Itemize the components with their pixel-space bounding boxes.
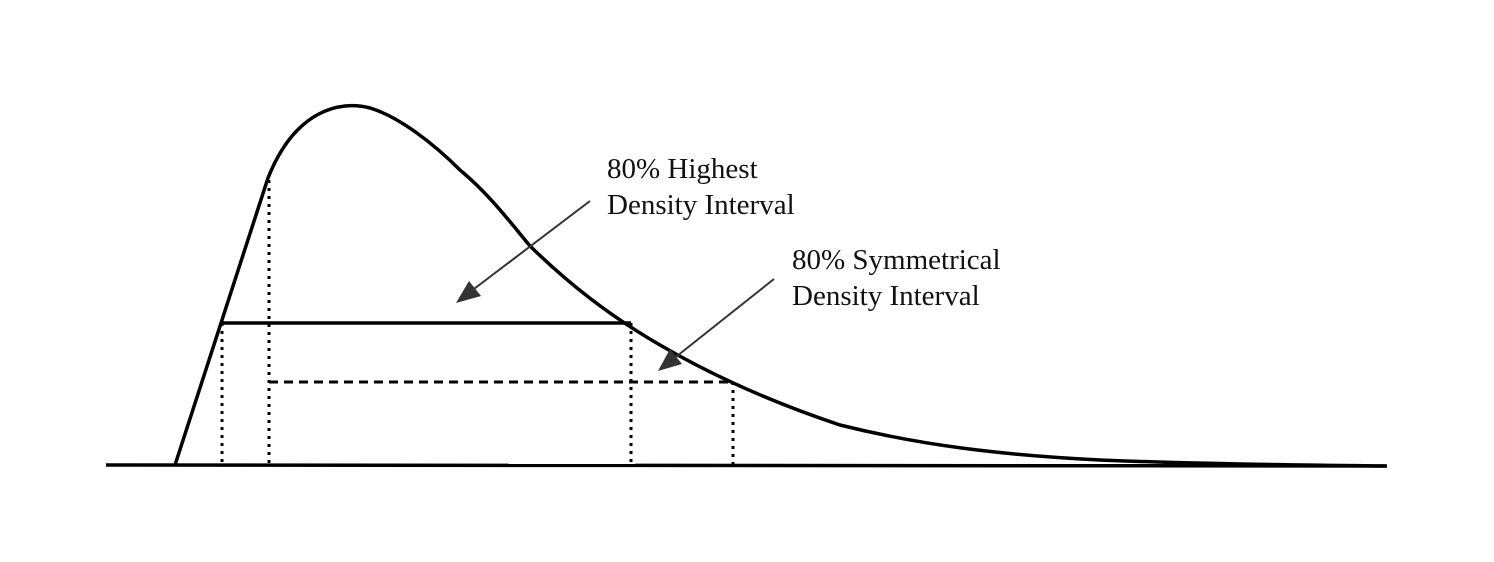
- symmetric-arrow: [658, 278, 775, 371]
- baseline-axis: [105, 463, 1388, 468]
- symmetric-label-line2: Density Interval: [792, 280, 980, 312]
- hdi-arrow: [456, 200, 591, 303]
- symmetric-label-line1: 80% Symmetrical: [792, 244, 1001, 276]
- hdi-label-line2: Density Interval: [607, 189, 795, 221]
- density-curve: [173, 103, 1386, 468]
- hdi-label-line1: 80% Highest: [607, 153, 758, 185]
